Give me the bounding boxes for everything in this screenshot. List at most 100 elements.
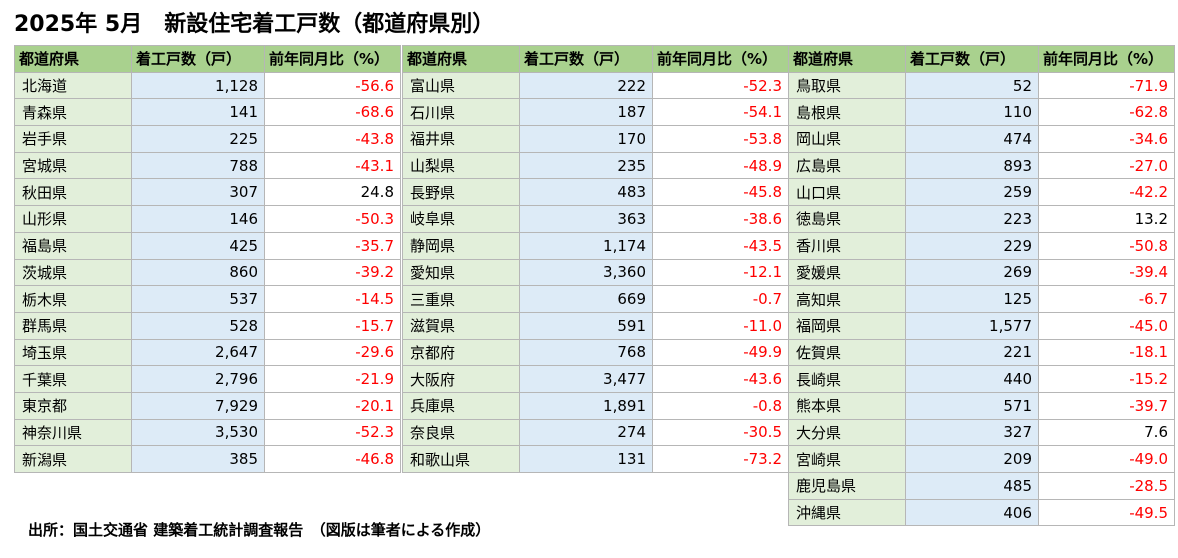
yoy-cell: -6.7 — [1038, 285, 1175, 313]
table-header-row: 都道府県 着工戸数（戸） 前年同月比（%） — [402, 45, 789, 73]
table-row: 茨城県 860 -39.2 — [14, 258, 401, 287]
units-cell: 274 — [519, 418, 653, 447]
prefecture-cell: 神奈川県 — [14, 418, 132, 447]
header-units: 着工戸数（戸） — [131, 45, 265, 73]
units-cell: 483 — [519, 178, 653, 207]
yoy-cell: -45.8 — [652, 178, 789, 207]
prefecture-cell: 三重県 — [402, 285, 520, 313]
table-row: 沖縄県 406 -49.5 — [788, 498, 1175, 527]
prefecture-cell: 大阪府 — [402, 365, 520, 393]
header-prefecture: 都道府県 — [14, 45, 132, 73]
yoy-cell: -18.1 — [1038, 338, 1175, 367]
units-cell: 893 — [905, 151, 1039, 180]
yoy-cell: -15.7 — [264, 311, 401, 340]
units-cell: 2,796 — [131, 365, 265, 393]
units-cell: 788 — [131, 151, 265, 180]
table-row: 鹿児島県 485 -28.5 — [788, 472, 1175, 500]
table-row: 秋田県 307 24.8 — [14, 178, 401, 207]
yoy-cell: -20.1 — [264, 391, 401, 420]
table-row: 埼玉県 2,647 -29.6 — [14, 338, 401, 367]
source-note: 出所：国土交通省 建築着工統計調査報告 （図版は筆者による作成） — [28, 521, 491, 539]
table-header-row: 都道府県 着工戸数（戸） 前年同月比（%） — [788, 45, 1175, 73]
yoy-cell: -52.3 — [264, 418, 401, 447]
yoy-cell: -43.5 — [652, 231, 789, 260]
prefecture-cell: 奈良県 — [402, 418, 520, 447]
units-cell: 440 — [905, 365, 1039, 393]
table-row: 佐賀県 221 -18.1 — [788, 338, 1175, 367]
units-cell: 591 — [519, 311, 653, 340]
prefecture-cell: 埼玉県 — [14, 338, 132, 367]
table-row: 大阪府 3,477 -43.6 — [402, 365, 789, 393]
header-units: 着工戸数（戸） — [519, 45, 653, 73]
table-row: 香川県 229 -50.8 — [788, 231, 1175, 260]
table-row: 新潟県 385 -46.8 — [14, 445, 401, 473]
table-header-row: 都道府県 着工戸数（戸） 前年同月比（%） — [14, 45, 401, 73]
prefecture-cell: 福岡県 — [788, 311, 906, 340]
prefecture-cell: 宮崎県 — [788, 445, 906, 473]
table-row: 富山県 222 -52.3 — [402, 71, 789, 100]
units-cell: 223 — [905, 205, 1039, 233]
table-row: 岩手県 225 -43.8 — [14, 125, 401, 153]
prefecture-cell: 広島県 — [788, 151, 906, 180]
units-cell: 229 — [905, 231, 1039, 260]
units-cell: 3,530 — [131, 418, 265, 447]
units-cell: 235 — [519, 151, 653, 180]
prefecture-cell: 長野県 — [402, 178, 520, 207]
prefecture-cell: 香川県 — [788, 231, 906, 260]
table-row: 鳥取県 52 -71.9 — [788, 71, 1175, 100]
prefecture-cell: 島根県 — [788, 98, 906, 127]
table-row: 北海道 1,128 -56.6 — [14, 71, 401, 100]
units-cell: 768 — [519, 338, 653, 367]
units-cell: 363 — [519, 205, 653, 233]
prefecture-cell: 静岡県 — [402, 231, 520, 260]
yoy-cell: -34.6 — [1038, 125, 1175, 153]
units-cell: 269 — [905, 258, 1039, 287]
yoy-cell: -43.1 — [264, 151, 401, 180]
yoy-cell: 7.6 — [1038, 418, 1175, 447]
units-cell: 125 — [905, 285, 1039, 313]
table-row: 熊本県 571 -39.7 — [788, 391, 1175, 420]
table-row: 千葉県 2,796 -21.9 — [14, 365, 401, 393]
yoy-cell: -21.9 — [264, 365, 401, 393]
table-row: 山口県 259 -42.2 — [788, 178, 1175, 207]
table-row: 東京都 7,929 -20.1 — [14, 391, 401, 420]
units-cell: 669 — [519, 285, 653, 313]
yoy-cell: -39.2 — [264, 258, 401, 287]
prefecture-cell: 佐賀県 — [788, 338, 906, 367]
yoy-cell: -71.9 — [1038, 71, 1175, 100]
yoy-cell: -50.3 — [264, 205, 401, 233]
header-prefecture: 都道府県 — [788, 45, 906, 73]
prefecture-cell: 大分県 — [788, 418, 906, 447]
prefecture-cell: 宮城県 — [14, 151, 132, 180]
yoy-cell: -62.8 — [1038, 98, 1175, 127]
prefecture-cell: 富山県 — [402, 71, 520, 100]
units-cell: 221 — [905, 338, 1039, 367]
table-row: 長野県 483 -45.8 — [402, 178, 789, 207]
yoy-cell: -49.0 — [1038, 445, 1175, 473]
header-yoy: 前年同月比（%） — [264, 45, 401, 73]
units-cell: 485 — [905, 472, 1039, 500]
prefecture-cell: 岡山県 — [788, 125, 906, 153]
page-title: 2025年 5月 新設住宅着工戸数（都道府県別） — [14, 12, 495, 37]
prefecture-cell: 青森県 — [14, 98, 132, 127]
prefecture-cell: 長崎県 — [788, 365, 906, 393]
table-row: 福岡県 1,577 -45.0 — [788, 311, 1175, 340]
units-cell: 537 — [131, 285, 265, 313]
units-cell: 52 — [905, 71, 1039, 100]
prefecture-cell: 愛媛県 — [788, 258, 906, 287]
prefecture-cell: 福井県 — [402, 125, 520, 153]
prefecture-cell: 茨城県 — [14, 258, 132, 287]
yoy-cell: -38.6 — [652, 205, 789, 233]
units-cell: 225 — [131, 125, 265, 153]
units-cell: 146 — [131, 205, 265, 233]
table-row: 山形県 146 -50.3 — [14, 205, 401, 233]
table-row: 福井県 170 -53.8 — [402, 125, 789, 153]
yoy-cell: -29.6 — [264, 338, 401, 367]
header-yoy: 前年同月比（%） — [1038, 45, 1175, 73]
prefecture-cell: 高知県 — [788, 285, 906, 313]
header-units: 着工戸数（戸） — [905, 45, 1039, 73]
yoy-cell: -12.1 — [652, 258, 789, 287]
header-yoy: 前年同月比（%） — [652, 45, 789, 73]
prefecture-cell: 鹿児島県 — [788, 472, 906, 500]
table-row: 三重県 669 -0.7 — [402, 285, 789, 313]
